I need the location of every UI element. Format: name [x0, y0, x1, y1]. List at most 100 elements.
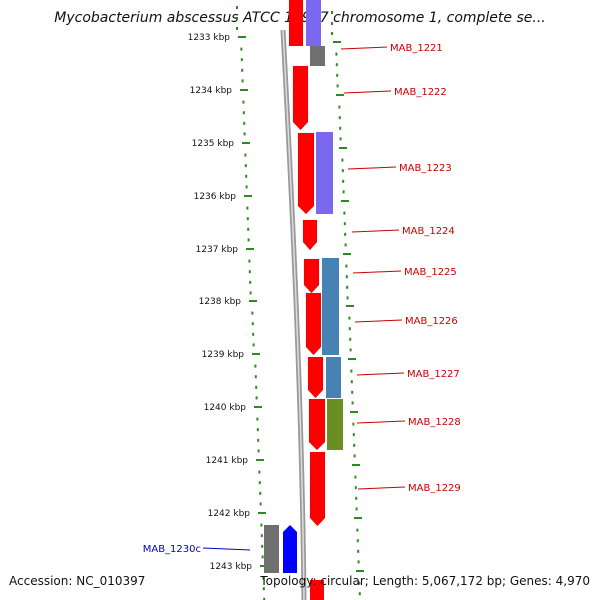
gene-label-mab-1227[interactable]: MAB_1227 [407, 369, 460, 380]
minor-tick [243, 121, 246, 125]
minor-tick-right [357, 560, 360, 564]
minor-tick [244, 153, 247, 157]
tick-label: 1237 kbp [196, 245, 239, 255]
minor-tick [261, 544, 264, 548]
cog-mab-1225-1226[interactable] [322, 258, 339, 355]
tick-layer: 1233 kbp 1234 kbp 1235 kbp 1236 kbp 1237 kbp… [188, 6, 364, 600]
cog-mab-1223[interactable] [316, 132, 333, 214]
minor-tick-right [341, 169, 344, 173]
minor-tick [245, 174, 248, 178]
tick-label: 1240 kbp [204, 403, 247, 413]
minor-tick [248, 259, 251, 263]
tick-label: 1242 kbp [208, 509, 251, 519]
minor-tick-right [358, 581, 361, 585]
minor-tick-right [349, 337, 352, 341]
label-leader-line [343, 90, 392, 94]
minor-tick-right [358, 592, 361, 596]
minor-tick [249, 291, 252, 295]
gene-label-mab-1229[interactable]: MAB_1229 [408, 483, 461, 494]
gene-label-mab-1221[interactable]: MAB_1221 [390, 43, 443, 54]
minor-tick [236, 27, 238, 30]
cog-mab-1227[interactable] [326, 357, 341, 398]
minor-tick [242, 111, 245, 115]
cds-mab-1221[interactable] [289, 0, 303, 46]
cds-partial-bottom[interactable] [310, 580, 324, 600]
cds-mab-1229[interactable] [309, 451, 326, 527]
genome-info-text: Topology: circular; Length: 5,067,172 bp… [260, 574, 590, 588]
gene-label-mab-1230c[interactable]: MAB_1230c [143, 544, 201, 555]
minor-tick [259, 502, 262, 506]
tick-label: 1234 kbp [190, 86, 233, 96]
minor-tick-right [356, 528, 359, 532]
cds-mab-1226[interactable] [305, 292, 322, 356]
label-leader-line [352, 270, 402, 274]
gene-label-mab-1223[interactable]: MAB_1223 [399, 163, 452, 174]
minor-tick [247, 238, 250, 242]
minor-tick [256, 428, 259, 432]
minor-tick-right [353, 443, 356, 447]
backbone-inner [282, 29, 305, 600]
minor-tick [262, 587, 265, 591]
minor-tick [251, 322, 254, 326]
cds-mab-1227[interactable] [307, 356, 324, 399]
minor-tick [263, 597, 266, 600]
tick-label: 1236 kbp [194, 192, 237, 202]
tick-label: 1241 kbp [206, 456, 249, 466]
cds-mab-1223[interactable] [297, 132, 315, 215]
minor-tick [246, 217, 249, 221]
cds-mab-1230c[interactable] [283, 525, 297, 573]
minor-tick-right [336, 73, 339, 77]
minor-tick-right [343, 222, 346, 226]
minor-tick [254, 375, 257, 379]
minor-tick-right [352, 433, 355, 437]
minor-tick [241, 79, 244, 83]
tick-label: 1238 kbp [199, 297, 242, 307]
label-leader-line [354, 319, 403, 323]
minor-tick [245, 185, 248, 189]
minor-tick-right [348, 327, 351, 331]
minor-tick-right [349, 348, 352, 352]
features-layer [264, 0, 343, 600]
cog-mab-1221-gray[interactable] [310, 46, 325, 66]
tick-label: 1233 kbp [188, 33, 231, 43]
minor-tick-right [342, 190, 345, 194]
minor-tick-right [357, 549, 360, 553]
minor-tick [252, 332, 255, 336]
minor-tick-right [353, 454, 356, 458]
gene-label-mab-1228[interactable]: MAB_1228 [408, 417, 461, 428]
minor-tick [258, 470, 261, 474]
minor-tick [246, 206, 249, 210]
cds-mab-1225[interactable] [303, 258, 320, 294]
label-leader-line [356, 420, 406, 424]
accession-text: Accession: NC_010397 [9, 574, 146, 588]
gene-label-mab-1225[interactable]: MAB_1225 [404, 267, 457, 278]
minor-tick-right [335, 52, 338, 56]
gene-label-mab-1224[interactable]: MAB_1224 [402, 226, 455, 237]
tick-label: 1243 kbp [210, 562, 253, 572]
minor-tick-right [351, 390, 354, 394]
cds-mab-1222[interactable] [292, 65, 309, 131]
cds-mab-1228[interactable] [308, 398, 326, 451]
minor-tick [242, 100, 245, 104]
minor-tick-right [341, 158, 344, 162]
minor-tick-right [344, 232, 347, 236]
minor-tick-right [343, 211, 346, 215]
minor-tick [236, 17, 238, 20]
minor-tick [260, 523, 263, 527]
minor-tick-right [338, 116, 341, 120]
gene-label-mab-1226[interactable]: MAB_1226 [405, 316, 458, 327]
minor-tick [247, 227, 250, 231]
cog-mab-1221[interactable] [306, 0, 321, 46]
label-leader-line [357, 486, 406, 490]
cds-mab-1224[interactable] [302, 219, 318, 251]
cog-mab-1228[interactable] [327, 399, 343, 450]
minor-tick-right [346, 285, 349, 289]
minor-tick-right [331, 32, 333, 35]
cog-mab-1230c[interactable] [264, 525, 279, 573]
minor-tick [256, 417, 259, 421]
minor-tick-right [336, 84, 339, 88]
minor-tick [261, 555, 264, 559]
gene-label-mab-1222[interactable]: MAB_1222 [394, 87, 447, 98]
minor-tick [257, 438, 260, 442]
